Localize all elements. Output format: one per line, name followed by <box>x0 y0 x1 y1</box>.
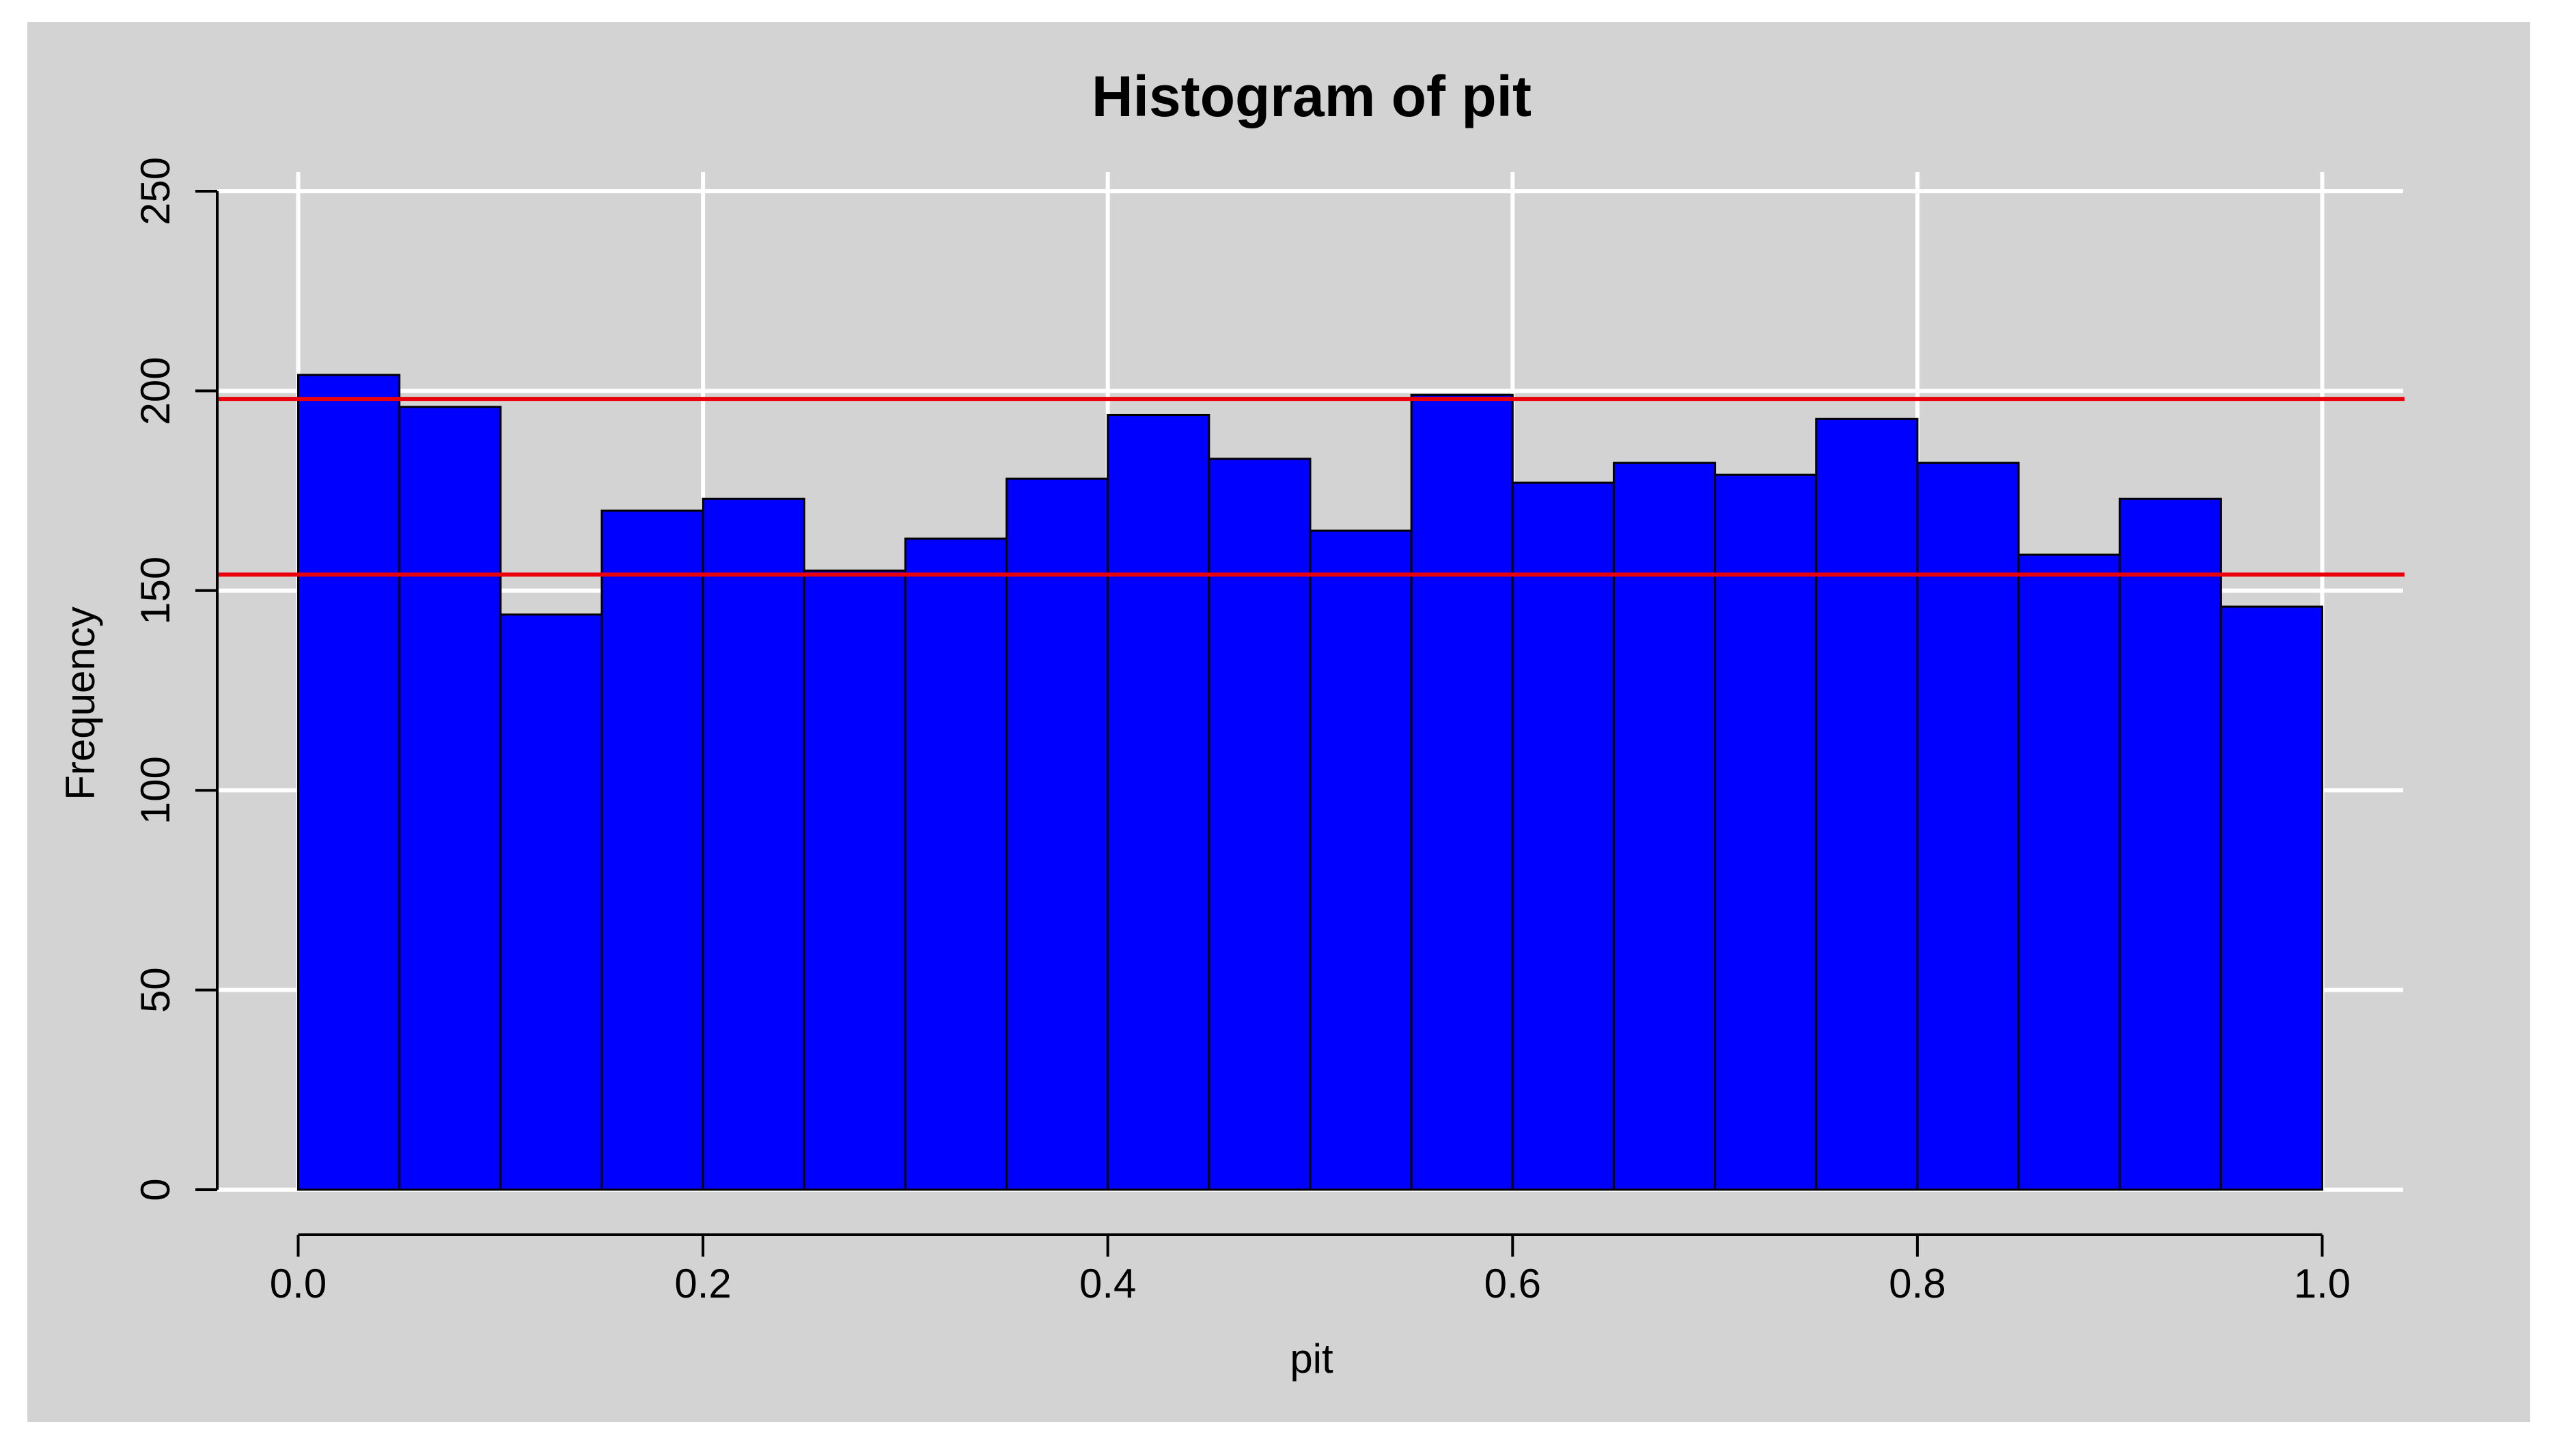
histogram-bar-0 <box>297 374 401 1191</box>
histogram-bar-3 <box>600 509 704 1191</box>
histogram-bar-6 <box>904 537 1008 1191</box>
x-tick-label-3: 0.6 <box>1484 1261 1541 1306</box>
x-tick-label-0: 0.0 <box>270 1261 327 1306</box>
histogram-bar-14 <box>1714 473 1818 1191</box>
histogram-bar-10 <box>1309 529 1413 1191</box>
chart-title: Histogram of pit <box>1092 64 1532 128</box>
histogram-bar-18 <box>2118 497 2222 1191</box>
y-tick-label-2: 100 <box>133 756 178 824</box>
histogram-bar-17 <box>2017 553 2121 1191</box>
x-axis-label: pit <box>1290 1336 1333 1382</box>
x-tick-label-1: 0.2 <box>674 1261 731 1306</box>
histogram-bar-15 <box>1815 417 1919 1191</box>
x-tick-label-2: 0.4 <box>1079 1261 1136 1306</box>
histogram-bar-11 <box>1410 393 1514 1191</box>
histogram-bar-4 <box>702 497 805 1191</box>
y-tick-label-0: 0 <box>133 1178 178 1201</box>
histogram-bar-19 <box>2219 605 2323 1191</box>
x-tick-label-4: 0.8 <box>1889 1261 1945 1306</box>
histogram-bar-7 <box>1006 477 1109 1191</box>
histogram-bar-2 <box>499 613 603 1191</box>
bars-layer <box>297 374 2323 1191</box>
y-axis-label: Frequency <box>57 606 103 800</box>
y-tick-label-5: 250 <box>133 157 178 225</box>
y-tick-label-1: 50 <box>133 967 178 1013</box>
y-tick-label-4: 200 <box>133 356 178 425</box>
histogram-bar-12 <box>1511 481 1615 1191</box>
histogram-bar-16 <box>1916 462 2020 1191</box>
histogram-bar-5 <box>803 570 906 1191</box>
y-tick-label-3: 150 <box>133 557 178 625</box>
histogram-bar-9 <box>1208 458 1312 1191</box>
x-tick-label-5: 1.0 <box>2294 1261 2351 1306</box>
axes-layer: 0 50 100 150 200 250 0.0 0.2 0.4 0.6 0.8 1.0 <box>133 157 2351 1306</box>
histogram-bar-1 <box>398 406 502 1191</box>
histogram-bar-13 <box>1612 462 1717 1191</box>
histogram-bar-8 <box>1107 413 1210 1191</box>
reference-lines-layer <box>217 397 2405 577</box>
